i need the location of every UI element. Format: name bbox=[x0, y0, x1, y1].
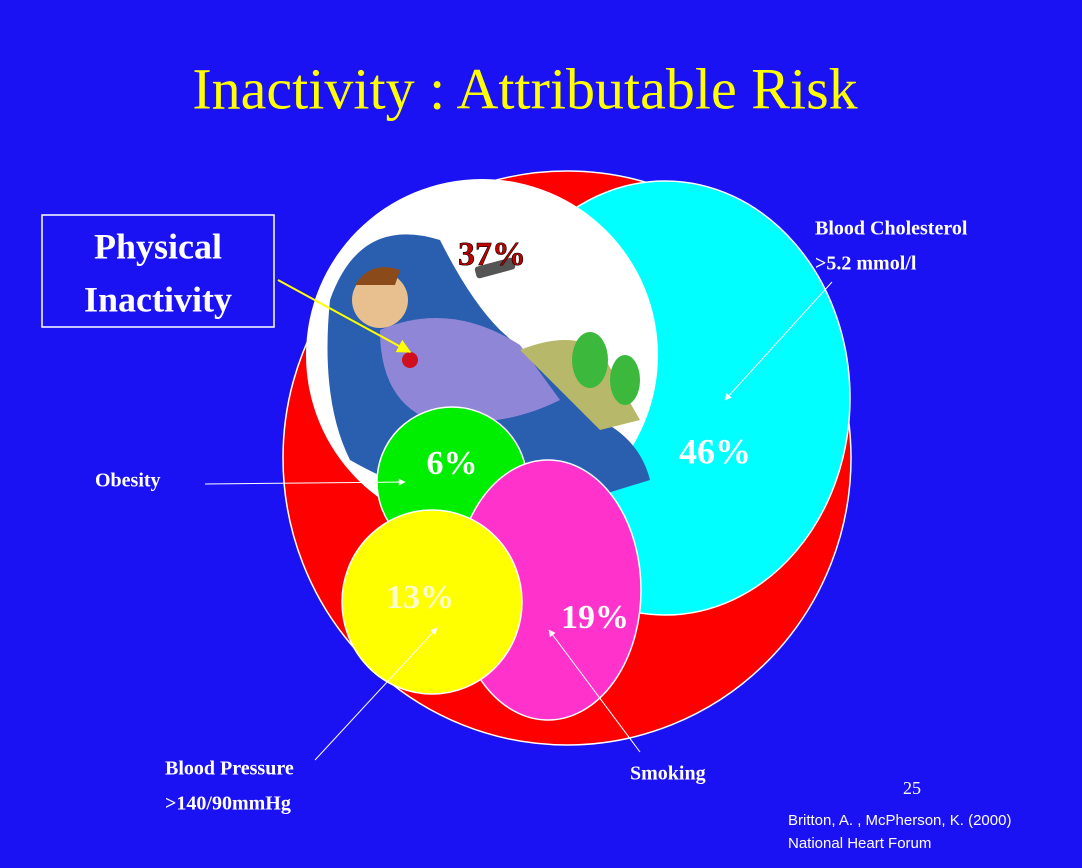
value-label: 6% bbox=[427, 445, 478, 482]
page: Inactivity : Attributable Risk Physical … bbox=[0, 0, 1082, 868]
page-number: 25 bbox=[903, 778, 921, 798]
region-label: Blood Cholesterol bbox=[815, 218, 968, 240]
region-label: Obesity bbox=[95, 470, 161, 492]
callout-label: Inactivity bbox=[84, 279, 232, 319]
callout-label: Physical bbox=[94, 226, 222, 266]
title: Inactivity : Attributable Risk bbox=[192, 56, 857, 121]
region-label: >140/90mmHg bbox=[165, 793, 291, 815]
value-label: 37% bbox=[458, 236, 526, 273]
region-label: Smoking bbox=[630, 763, 706, 785]
value-label: 13% bbox=[386, 579, 454, 616]
slide: Inactivity : Attributable Risk Physical … bbox=[0, 0, 1082, 868]
region-label: Blood Pressure bbox=[165, 758, 294, 780]
value-label: 46% bbox=[679, 431, 751, 471]
value-label: 19% bbox=[561, 599, 629, 636]
citation: National Heart Forum bbox=[788, 835, 931, 852]
citation: Britton, A. , McPherson, K. (2000) bbox=[788, 812, 1011, 829]
region-label: >5.2 mmol/l bbox=[815, 253, 917, 275]
